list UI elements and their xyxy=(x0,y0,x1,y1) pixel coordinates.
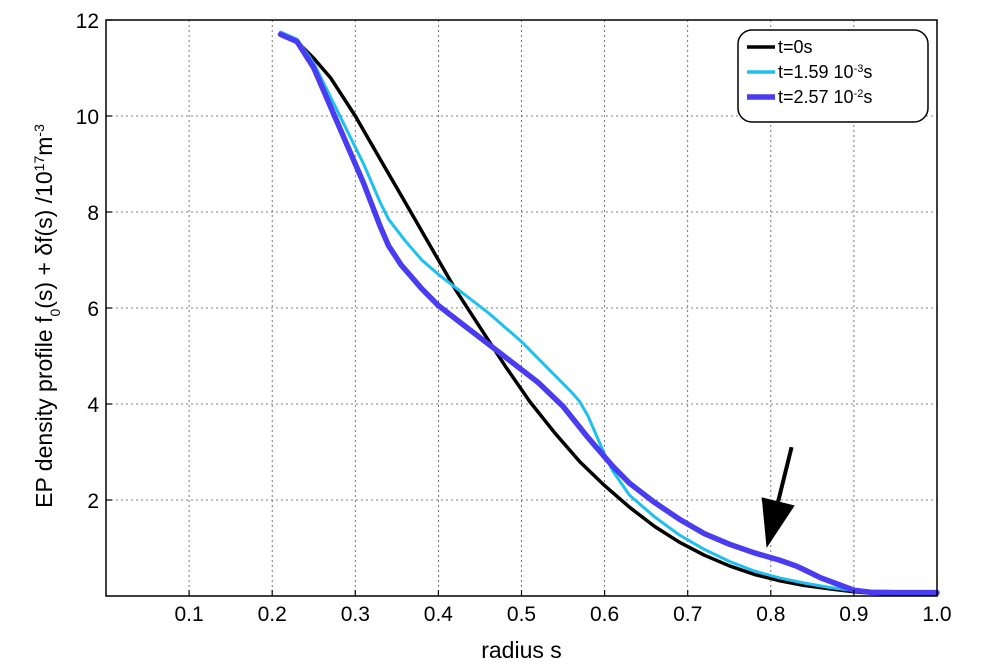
text-part: 17 xyxy=(31,156,47,172)
y-tick-label: 2 xyxy=(87,490,99,513)
text-part: s xyxy=(863,87,872,107)
x-tick-label: 0.9 xyxy=(839,603,868,626)
text-part: -2 xyxy=(854,88,864,100)
series-line-1 xyxy=(279,30,939,596)
x-tick-label: 0.5 xyxy=(507,603,536,626)
legend-label: t=2.57 10-2s xyxy=(778,87,872,107)
text-part: s xyxy=(863,62,872,82)
text-part: t=2.57 10 xyxy=(778,87,854,107)
x-tick-label: 0.3 xyxy=(341,603,370,626)
text-part: t=1.59 10 xyxy=(778,62,854,82)
x-tick-label: 0.7 xyxy=(673,603,702,626)
annotation-arrow xyxy=(761,446,795,548)
y-tick-label: 8 xyxy=(87,202,99,225)
text-part: EP density profile f xyxy=(31,316,57,508)
series-line-2 xyxy=(277,31,940,596)
x-tick-label: 0.8 xyxy=(756,603,785,626)
text-part: t=0s xyxy=(778,37,813,57)
y-tick-label: 4 xyxy=(87,394,99,417)
legend-label: t=0s xyxy=(778,37,813,57)
arrow-head xyxy=(761,497,795,548)
y-tick-label: 6 xyxy=(87,298,99,321)
legend-box xyxy=(737,29,929,123)
x-tick-label: 0.6 xyxy=(590,603,619,626)
text-part: m xyxy=(31,137,57,156)
x-tick-label: 0.2 xyxy=(258,603,287,626)
text-part: 0 xyxy=(47,309,63,317)
x-axis-label: radius s xyxy=(481,637,562,663)
text-part: -3 xyxy=(854,63,864,75)
x-tick-label: 1.0 xyxy=(922,603,951,626)
y-tick-label: 10 xyxy=(76,106,99,129)
arrow-shaft xyxy=(776,446,794,502)
series-line-0 xyxy=(278,32,939,596)
y-axis-ticks: 2 4 6 8 10 12 xyxy=(76,10,112,513)
series-lines xyxy=(277,30,940,596)
y-tick-label: 12 xyxy=(76,10,99,33)
text-part: -3 xyxy=(31,124,47,137)
legend: t=0st=1.59 10-3st=2.57 10-2s xyxy=(737,29,929,123)
text-part: (s) + δf(s) /10 xyxy=(31,171,57,308)
legend-label: t=1.59 10-3s xyxy=(778,62,872,82)
x-axis-ticks: 0.1 0.2 0.3 0.4 0.5 0.6 0.7 0.8 0.9 1.0 xyxy=(174,590,952,626)
x-tick-label: 0.4 xyxy=(424,603,454,626)
x-tick-label: 0.1 xyxy=(174,603,203,626)
y-axis-label: EP density profile f0(s) + δf(s) /1017m-… xyxy=(31,124,63,508)
